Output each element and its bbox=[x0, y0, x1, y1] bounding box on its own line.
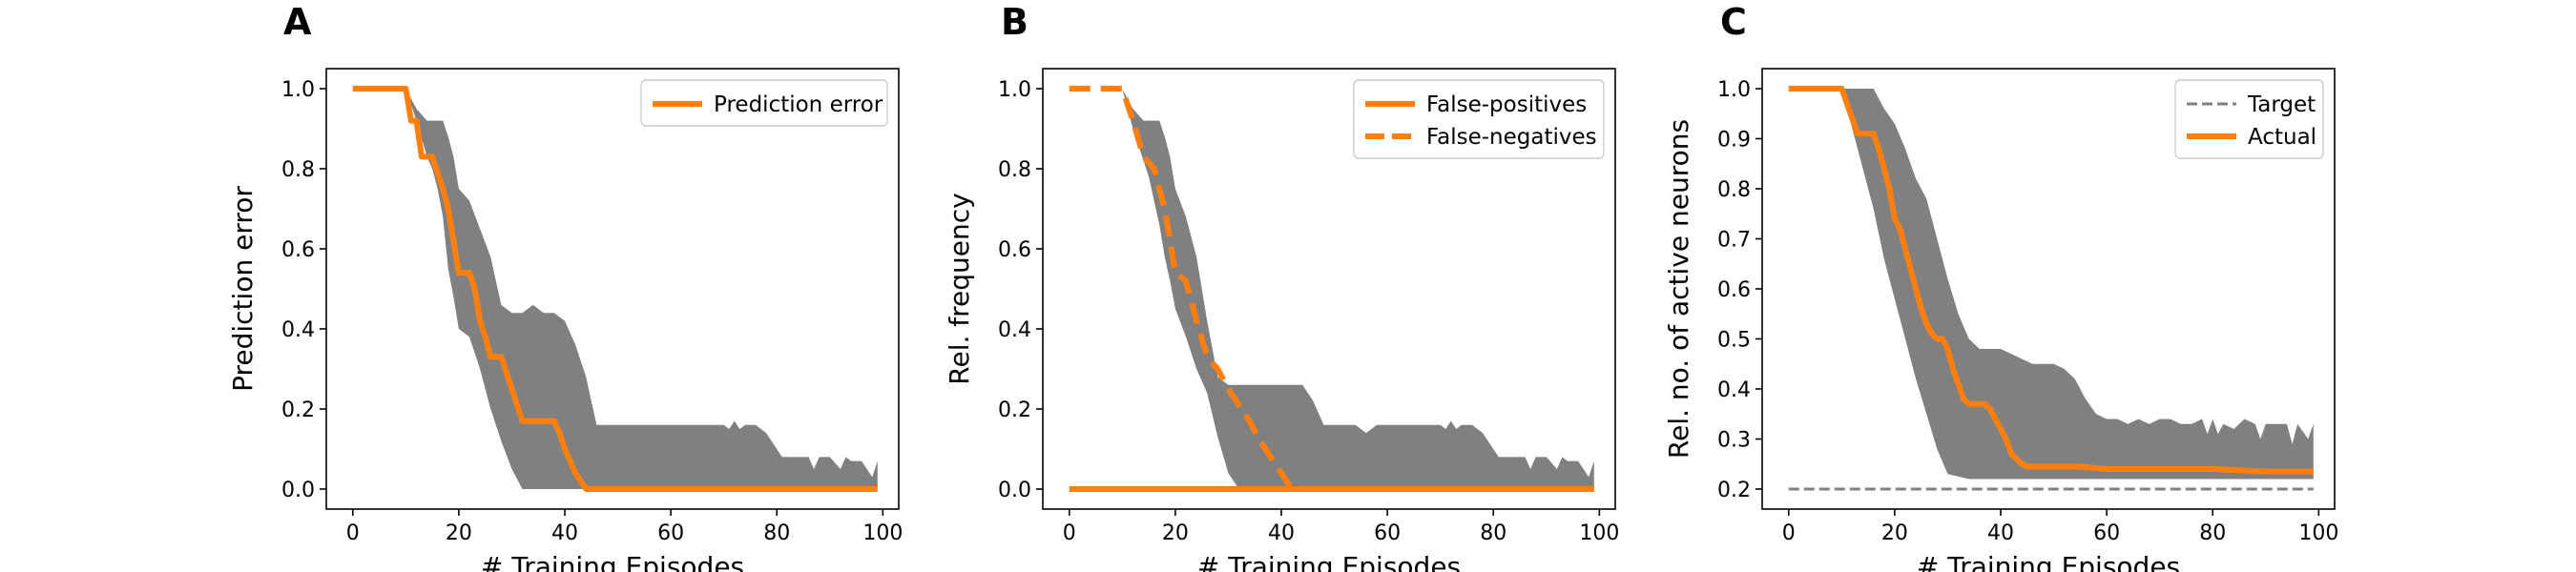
series-line-1 bbox=[1069, 86, 1594, 492]
x-tick-label: 40 bbox=[551, 521, 578, 545]
legend-label: False-positives bbox=[1426, 92, 1587, 117]
x-axis-label: # Training Episodes bbox=[481, 551, 744, 572]
series-line-1 bbox=[1788, 86, 2314, 475]
variance-band bbox=[1069, 89, 1594, 489]
x-tick-label: 80 bbox=[1480, 521, 1506, 545]
x-tick-label: 80 bbox=[763, 521, 790, 545]
axes-frame bbox=[325, 68, 900, 510]
x-tick-label: 20 bbox=[446, 521, 472, 545]
y-tick-label: 0.2 bbox=[998, 398, 1031, 422]
y-tick-label: 0.2 bbox=[1717, 479, 1751, 502]
y-tick-label: 0.8 bbox=[1717, 178, 1751, 202]
y-tick-label: 1.0 bbox=[281, 78, 315, 102]
axes-frame bbox=[1042, 68, 1616, 510]
x-tick-label: 100 bbox=[1579, 521, 1619, 545]
y-tick-label: 1.0 bbox=[1717, 78, 1751, 102]
legend: Target Actual bbox=[2174, 79, 2324, 159]
y-tick-label: 0.6 bbox=[998, 238, 1031, 262]
panel-letter: C bbox=[1720, 1, 1747, 43]
y-tick-label: 0.7 bbox=[1717, 229, 1751, 253]
x-tick-label: 0 bbox=[1782, 521, 1796, 545]
series-line-0 bbox=[352, 86, 878, 492]
panel-b: 0 20 40 60 80 100 0.0 0.2 0.4 0.6 0.8 1.0 # Training… bbox=[944, 1, 1619, 572]
x-axis-label: # Training Episodes bbox=[1917, 551, 2180, 572]
x-tick-label: 100 bbox=[2298, 521, 2338, 545]
x-tick-label: 20 bbox=[1162, 521, 1189, 545]
x-tick-label: 60 bbox=[1374, 521, 1401, 545]
legend-frame bbox=[640, 79, 888, 127]
y-tick-label: 0.6 bbox=[1717, 278, 1751, 302]
x-tick-label: 0 bbox=[346, 521, 360, 545]
plot-area bbox=[1069, 86, 1594, 492]
panel-c: 0 20 40 60 80 100 0.2 0.3 0.4 0.5 0.6 0.7 0.8 0.9 1.0 #… bbox=[1663, 1, 2338, 572]
legend: Prediction error bbox=[640, 79, 888, 127]
x-tick-label: 60 bbox=[657, 521, 684, 545]
legend-frame bbox=[1353, 79, 1605, 159]
plot-area bbox=[352, 86, 878, 492]
legend-label: Actual bbox=[2248, 125, 2316, 150]
y-tick-label: 0.8 bbox=[998, 158, 1031, 182]
variance-band bbox=[1788, 89, 2314, 480]
x-tick-label: 20 bbox=[1881, 521, 1908, 545]
legend: False-positives False-negatives bbox=[1353, 79, 1605, 159]
x-tick-label: 40 bbox=[1987, 521, 2014, 545]
y-axis-label: Rel. no. of active neurons bbox=[1663, 119, 1694, 459]
y-tick-label: 0.2 bbox=[281, 398, 315, 422]
legend-label: False-negatives bbox=[1426, 125, 1597, 150]
x-tick-label: 0 bbox=[1063, 521, 1076, 545]
y-tick-label: 0.6 bbox=[281, 238, 315, 262]
y-axis-label: Rel. frequency bbox=[944, 193, 975, 384]
y-tick-label: 0.3 bbox=[1717, 429, 1751, 453]
panel-letter: B bbox=[1001, 1, 1028, 43]
panel-letter: A bbox=[283, 1, 312, 43]
plot-area bbox=[1788, 86, 2314, 491]
y-tick-label: 0.4 bbox=[281, 318, 315, 342]
x-tick-label: 80 bbox=[2199, 521, 2226, 545]
y-tick-label: 0.8 bbox=[281, 158, 315, 182]
x-axis-label: # Training Episodes bbox=[1197, 551, 1461, 572]
legend-label: Target bbox=[2247, 92, 2316, 117]
y-tick-label: 0.0 bbox=[281, 479, 315, 502]
y-tick-label: 1.0 bbox=[998, 78, 1031, 102]
variance-band bbox=[352, 89, 878, 489]
y-tick-label: 0.4 bbox=[1717, 378, 1751, 402]
panel-a: 0 20 40 60 80 100 0.0 0.2 0.4 0.6 0.8 1.0 # Training… bbox=[227, 1, 903, 572]
y-tick-label: 0.0 bbox=[998, 479, 1031, 502]
legend-label: Prediction error bbox=[714, 92, 883, 117]
y-tick-label: 0.5 bbox=[1717, 329, 1751, 353]
y-tick-label: 0.9 bbox=[1717, 129, 1751, 153]
x-tick-label: 60 bbox=[2093, 521, 2120, 545]
y-tick-label: 0.4 bbox=[998, 318, 1031, 342]
y-axis-label: Prediction error bbox=[227, 186, 259, 392]
x-tick-label: 40 bbox=[1268, 521, 1295, 545]
x-tick-label: 100 bbox=[862, 521, 903, 545]
